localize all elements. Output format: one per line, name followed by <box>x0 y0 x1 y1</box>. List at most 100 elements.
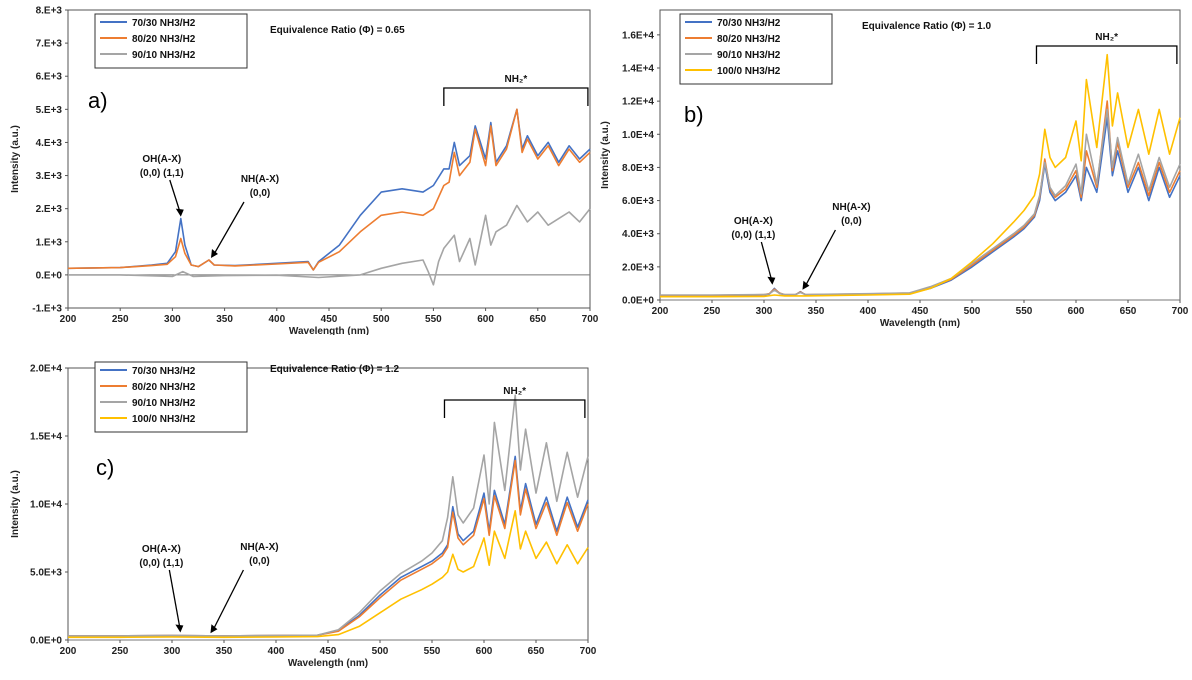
y-tick-label: 3.E+3 <box>36 171 63 182</box>
series-line-3 <box>68 394 589 637</box>
y-tick-label: 1.0E+4 <box>622 130 654 141</box>
x-axis-label: Wavelength (nm) <box>288 658 368 669</box>
legend-label: 80/20 NH3/H2 <box>132 34 196 45</box>
x-tick-label: 200 <box>60 646 77 657</box>
y-tick-label: 5.0E+3 <box>30 568 62 579</box>
legend-box <box>679 13 833 85</box>
oh-label-line1: OH(A-X) <box>142 154 181 165</box>
y-axis-label: Intensity (a.u.) <box>10 470 21 538</box>
nh2-label: NH₂* <box>503 386 526 397</box>
panel-b: 200 250 300 350 400 450 500 550 600 650 700 0.0E+0 2… <box>600 0 1192 340</box>
y-tick-label: 2.E+3 <box>36 204 63 215</box>
x-tick-label: 450 <box>912 306 929 317</box>
y-tick-label: 0.0E+0 <box>30 636 62 647</box>
nh2-label: NH₂* <box>1095 32 1118 43</box>
x-axis-label: Wavelength (nm) <box>289 326 369 335</box>
y-tick-label: 2.0E+3 <box>622 262 654 273</box>
x-tick-label: 250 <box>112 314 129 325</box>
series-line-1 <box>67 108 591 271</box>
chart-title: Equivalence Ratio (Φ) = 1.0 <box>862 21 992 32</box>
x-tick-label: 400 <box>268 314 285 325</box>
nh-arrow <box>803 229 837 289</box>
x-tick-label: 550 <box>1016 306 1033 317</box>
chart-c-svg: 200 250 300 350 400 450 500 550 600 650 700 0.0E+0 5… <box>10 361 597 669</box>
oh-label-line2: (0,0) (1,1) <box>139 558 183 569</box>
legend-label: 100/0 NH3/H2 <box>132 414 196 425</box>
y-tick-label: -1.E+3 <box>32 304 62 315</box>
nh-label-line1: NH(A-X) <box>832 202 870 213</box>
panel-letter: b) <box>684 102 704 127</box>
y-tick-label: 1.0E+4 <box>30 500 62 511</box>
x-tick-label: 500 <box>372 646 389 657</box>
x-tick-label: 300 <box>756 306 773 317</box>
x-tick-label: 650 <box>1120 306 1137 317</box>
y-tick-label: 5.E+3 <box>36 105 63 116</box>
oh-label-line1: OH(A-X) <box>142 544 181 555</box>
series-line-2 <box>67 108 591 271</box>
y-tick-label: 4.E+3 <box>36 138 63 149</box>
y-axis-label: Intensity (a.u.) <box>10 125 21 193</box>
panel-letter: a) <box>88 88 108 113</box>
x-tick-label: 700 <box>580 646 597 657</box>
nh-arrowhead <box>210 624 218 634</box>
y-tick-label: 4.0E+3 <box>622 229 654 240</box>
legend-box <box>94 361 248 433</box>
nh2-label: NH₂* <box>504 74 527 85</box>
x-tick-label: 250 <box>704 306 721 317</box>
x-tick-label: 600 <box>476 646 493 657</box>
y-tick-label: 6.E+3 <box>36 72 63 83</box>
nh2-bracket <box>443 87 589 106</box>
legend-label: 80/20 NH3/H2 <box>717 34 781 45</box>
x-axis-label: Wavelength (nm) <box>880 318 960 329</box>
x-tick-label: 700 <box>582 314 599 325</box>
legend-label: 90/10 NH3/H2 <box>132 398 196 409</box>
x-tick-label: 700 <box>1172 306 1189 317</box>
legend-label: 90/10 NH3/H2 <box>132 50 196 61</box>
x-tick-label: 550 <box>424 646 441 657</box>
y-tick-label: 8.E+3 <box>36 6 63 17</box>
panel-c: 200 250 300 350 400 450 500 550 600 650 700 0.0E+0 5… <box>0 350 600 675</box>
nh-label-line1: NH(A-X) <box>241 174 279 185</box>
nh-arrowhead <box>802 280 810 290</box>
oh-arrow <box>169 179 182 215</box>
y-tick-label: 0.E+0 <box>36 270 63 281</box>
chart-b-svg: 200 250 300 350 400 450 500 550 600 650 700 0.0E+0 2… <box>600 9 1189 329</box>
oh-arrowhead <box>175 208 184 217</box>
chart-title: Equivalence Ratio (Φ) = 0.65 <box>270 25 405 36</box>
nh-arrow <box>212 201 245 257</box>
x-tick-label: 300 <box>164 314 181 325</box>
oh-label-line2: (0,0) (1,1) <box>140 168 184 179</box>
x-tick-label: 450 <box>321 314 338 325</box>
x-tick-label: 650 <box>529 314 546 325</box>
x-tick-label: 450 <box>320 646 337 657</box>
x-tick-label: 350 <box>808 306 825 317</box>
oh-label-line1: OH(A-X) <box>734 216 773 227</box>
x-tick-label: 600 <box>1068 306 1085 317</box>
x-tick-label: 600 <box>477 314 494 325</box>
x-tick-label: 650 <box>528 646 545 657</box>
x-tick-label: 550 <box>425 314 442 325</box>
oh-arrowhead <box>175 624 184 633</box>
y-tick-label: 6.0E+3 <box>622 196 654 207</box>
y-tick-label: 1.6E+4 <box>622 30 654 41</box>
legend-label: 70/30 NH3/H2 <box>132 366 196 377</box>
oh-arrow <box>168 569 181 631</box>
y-tick-label: 1.4E+4 <box>622 64 654 75</box>
oh-arrowhead <box>767 276 776 285</box>
panel-letter: c) <box>96 455 114 480</box>
y-axis-label: Intensity (a.u.) <box>600 121 611 189</box>
y-tick-label: 1.2E+4 <box>622 97 654 108</box>
x-tick-label: 500 <box>964 306 981 317</box>
legend-label: 90/10 NH3/H2 <box>717 50 781 61</box>
nh2-bracket <box>443 399 586 418</box>
nh-label-line2: (0,0) <box>250 188 271 199</box>
oh-arrow <box>760 241 773 283</box>
x-tick-label: 250 <box>112 646 129 657</box>
y-tick-label: 8.0E+3 <box>622 163 654 174</box>
panel-a: 200 250 300 350 400 450 500 550 600 650 700 -1.E+3 0… <box>0 0 600 338</box>
nh-arrow <box>211 569 245 632</box>
x-tick-label: 200 <box>652 306 669 317</box>
y-tick-label: 7.E+3 <box>36 39 63 50</box>
legend-label: 80/20 NH3/H2 <box>132 382 196 393</box>
nh2-bracket <box>1035 45 1178 64</box>
